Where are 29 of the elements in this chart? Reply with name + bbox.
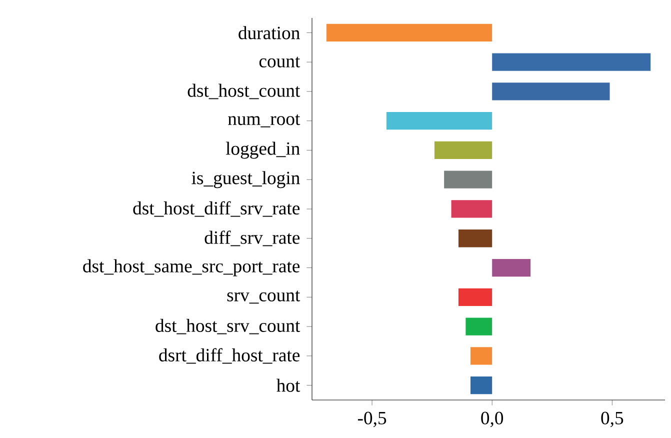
y-tick-label: srv_count: [227, 290, 300, 304]
bar: [492, 82, 610, 100]
y-tick-label: logged_in: [226, 142, 300, 159]
y-tick-label: is_guest_login: [192, 171, 300, 188]
y-tick-label: diff_srv_rate: [204, 230, 300, 246]
bar: [434, 141, 492, 160]
bar: [470, 347, 492, 365]
y-tick-label: num_root: [228, 114, 300, 128]
x-tick-label: -0,5: [358, 412, 386, 428]
y-tick-label: dst_host_same_src_port_rate: [83, 259, 300, 276]
bar: [492, 258, 531, 277]
y-tick-label: dst_host_srv_count: [156, 318, 300, 334]
bar: [326, 24, 492, 42]
x-tick-label: 0,0: [481, 412, 504, 428]
bar: [444, 170, 492, 188]
bar: [458, 288, 492, 306]
y-tick-label: dsrt_diff_host_rate: [159, 348, 300, 364]
bar: [386, 112, 492, 130]
y-tick-label: count: [259, 56, 300, 68]
bar: [492, 53, 651, 71]
y-tick-label: duration: [238, 26, 300, 40]
y-tick-label: hot: [276, 378, 300, 392]
bar: [470, 376, 492, 394]
bar: [451, 200, 492, 218]
bar: [466, 318, 492, 336]
y-tick-label: dst_host_count: [188, 84, 300, 100]
y-tick-label: dst_host_diff_srv_rate: [133, 201, 300, 217]
x-tick-label: 0,5: [601, 412, 624, 428]
bar: [458, 230, 492, 248]
